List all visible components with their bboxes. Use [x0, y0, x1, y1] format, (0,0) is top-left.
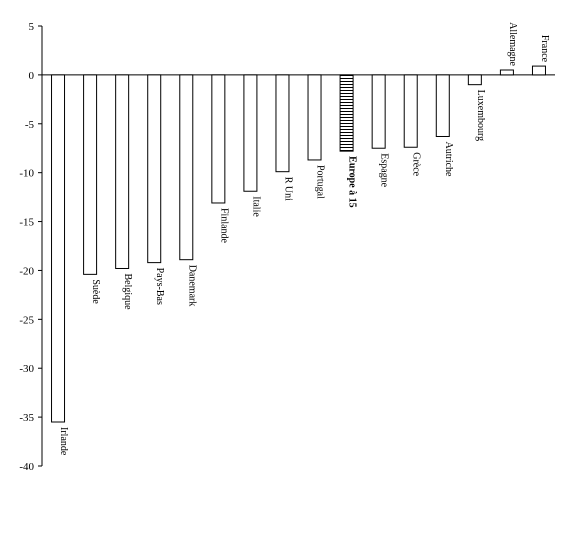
bar-7	[243, 74, 258, 192]
bar-14	[467, 74, 482, 86]
y-tick-label: -40	[19, 461, 34, 473]
bar-10	[339, 74, 354, 152]
category-label-6: Finlande	[218, 208, 229, 244]
category-label-8: R Uni	[282, 177, 293, 201]
bar-4	[147, 74, 162, 264]
category-label-11: Espagne	[379, 153, 390, 187]
bar-11	[371, 74, 386, 149]
bar-13	[435, 74, 450, 137]
y-tick-label: -5	[25, 119, 35, 131]
y-tick-label: 5	[29, 21, 35, 33]
bar-6	[211, 74, 226, 204]
bar-9	[307, 74, 322, 161]
y-tick-label: 0	[29, 70, 35, 82]
bar-1	[51, 74, 66, 423]
bar-3	[115, 74, 130, 269]
category-label-12: Grèce	[411, 152, 422, 176]
bar-12	[403, 74, 418, 148]
category-label-4: Pays-Bas	[154, 268, 165, 305]
category-label-15: Allemagne	[507, 22, 518, 66]
bar-16	[531, 65, 546, 76]
y-tick-label: -20	[19, 265, 34, 277]
y-tick-label: -30	[19, 363, 34, 375]
category-label-9: Portugal	[315, 165, 326, 199]
bar-2	[83, 74, 98, 275]
bar-8	[275, 74, 290, 173]
y-tick-label: -35	[19, 412, 34, 424]
category-label-10: Europe à 15	[347, 156, 358, 208]
category-label-13: Autriche	[443, 141, 454, 177]
bar-5	[179, 74, 194, 261]
category-label-5: Danemark	[186, 265, 197, 307]
category-label-1: Irlande	[58, 427, 69, 456]
y-tick-label: -15	[19, 217, 34, 229]
category-label-7: Italie	[250, 196, 261, 217]
category-label-3: Belgique	[122, 273, 133, 310]
category-label-16: France	[539, 35, 550, 63]
bar-15	[499, 69, 514, 76]
y-tick-label: -25	[19, 314, 34, 326]
bars	[51, 65, 546, 423]
y-tick-label: -10	[19, 168, 34, 180]
category-label-14: Luxembourg	[475, 90, 486, 141]
category-label-2: Suède	[90, 279, 101, 304]
category-labels: Irlande Suède Belgique Pays-Bas Danemark Finl…	[58, 22, 550, 456]
